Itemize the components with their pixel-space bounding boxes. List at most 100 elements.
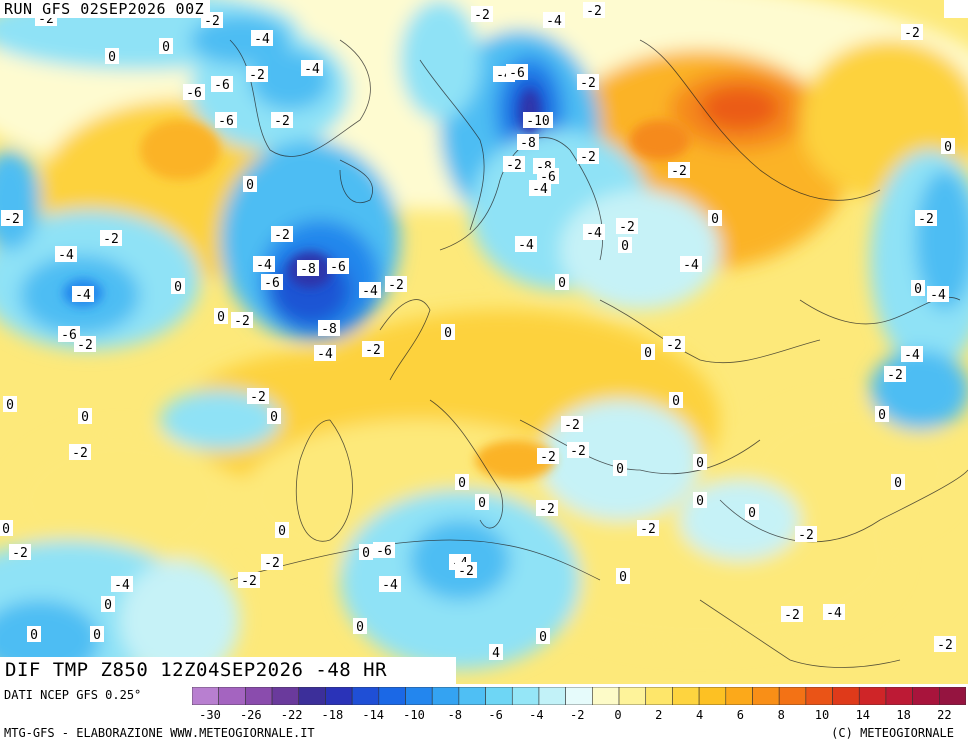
contour-label-text: -4	[532, 182, 548, 197]
contour-label-text: -2	[784, 608, 800, 623]
contour-label-text: -2	[77, 338, 93, 353]
contour-label-text: 0	[539, 630, 547, 645]
contour-label-text: 0	[104, 598, 112, 613]
coastline-segment	[719, 469, 968, 543]
contour-label-text: 0	[621, 239, 629, 254]
temperature-anomaly-map: -2-2-2-4-2-200-2-4-6-4-6-6-2-2-2-4-6-2-1…	[0, 0, 968, 684]
contour-label-box	[934, 636, 956, 652]
contour-label-box	[583, 2, 605, 18]
contour-label-box	[613, 460, 627, 476]
contour-label-box	[261, 554, 283, 570]
contour-label-box	[0, 520, 13, 536]
contour-label: -8	[318, 320, 340, 337]
anomaly-blob	[400, 0, 480, 120]
contour-label: -8	[297, 260, 319, 277]
contour-label: -2	[455, 562, 477, 579]
contour-label-box	[3, 396, 17, 412]
contour-label: -2	[663, 336, 685, 353]
contour-label-box	[884, 366, 906, 382]
contour-label: 0	[105, 48, 119, 65]
contour-label: 0	[90, 626, 104, 643]
contour-label-text: 0	[616, 462, 624, 477]
contour-label: -2	[901, 24, 923, 41]
contour-label-text: -4	[826, 606, 842, 621]
legend-swatch	[378, 687, 406, 705]
contour-label: -6	[215, 112, 237, 129]
contour-label-text: -6	[376, 544, 392, 559]
coastline-segment	[699, 599, 901, 668]
contour-label-text: -2	[904, 26, 920, 41]
contour-label-text: 0	[270, 410, 278, 425]
legend-tick-label: -8	[448, 708, 462, 722]
contour-label-text: 0	[944, 140, 952, 155]
contour-label-box	[911, 280, 925, 296]
contour-label-text: -4	[317, 347, 333, 362]
contour-label-text: -2	[580, 150, 596, 165]
legend-swatch	[778, 687, 807, 705]
legend-swatch	[858, 687, 887, 705]
contour-label-box	[668, 162, 690, 178]
contour-label: -2	[577, 74, 599, 91]
legend-tick-label: -4	[529, 708, 543, 722]
contour-label: -2	[503, 156, 525, 173]
contour-label: -2	[9, 544, 31, 561]
contour-label-text: 0	[93, 628, 101, 643]
contour-label-box	[246, 66, 268, 82]
contour-label: -4	[543, 12, 565, 29]
contour-label-box	[9, 544, 31, 560]
contour-label-text: -4	[58, 248, 74, 263]
legend-swatch	[538, 687, 566, 705]
contour-label: 0	[693, 454, 707, 471]
coastline-segment	[639, 39, 881, 201]
contour-label-text: 0	[478, 496, 486, 511]
legend-swatch	[218, 687, 246, 705]
contour-label: -2	[246, 66, 268, 83]
contour-label-text: 4	[492, 646, 500, 661]
legend-swatch	[431, 687, 460, 705]
contour-label-box	[58, 326, 80, 342]
contour-label-box	[536, 628, 550, 644]
contour-label-box	[523, 112, 553, 128]
contour-label-text: -2	[619, 220, 635, 235]
contour-label-box	[693, 492, 707, 508]
contour-label-box	[359, 544, 373, 560]
contour-label: -4	[529, 180, 551, 197]
contour-label: -4	[253, 256, 275, 273]
contour-label-text: -2	[474, 8, 490, 23]
contour-label-box	[78, 408, 92, 424]
coastline-segment	[599, 299, 821, 364]
contour-label: -2	[1, 210, 23, 227]
contour-label: 0	[78, 408, 92, 425]
legend-swatch	[298, 687, 326, 705]
contour-label-box	[183, 84, 205, 100]
legend-tick-labels: -30-26-22-18-14-10-8-6-4-202468101418223…	[199, 708, 951, 722]
contour-label-text: -6	[218, 114, 234, 129]
credit-left: MTG-GFS - ELABORAZIONE WWW.METEOGIORNALE…	[4, 726, 315, 740]
contour-label: 0	[616, 568, 630, 585]
data-source-label: DATI NCEP GFS 0.25°	[4, 688, 142, 702]
legend-swatch	[245, 687, 273, 705]
contour-label-text: 0	[108, 50, 116, 65]
legend-swatch	[271, 687, 300, 705]
contour-label-box	[353, 618, 367, 634]
contour-label-box	[543, 12, 565, 28]
contour-label-text: -2	[388, 278, 404, 293]
anomaly-blob	[160, 390, 280, 450]
contour-label-text: -2	[539, 502, 555, 517]
contour-label-text: -2	[365, 343, 381, 358]
contour-label: -4	[583, 224, 605, 241]
contour-label-text: -6	[61, 328, 77, 343]
contour-label: -4	[314, 345, 336, 362]
contour-label: 0	[243, 176, 257, 193]
contour-label-text: 0	[696, 456, 704, 471]
contour-label-text: 0	[174, 280, 182, 295]
contour-label-box	[663, 336, 685, 352]
contour-label-text: -4	[304, 62, 320, 77]
contour-label-box	[327, 258, 349, 274]
contour-label: -2	[537, 448, 559, 465]
contour-label: -6	[373, 542, 395, 559]
contour-label: -4	[111, 576, 133, 593]
legend-swatch	[752, 687, 780, 705]
contour-label: -4	[927, 286, 949, 303]
legend-tick-label: 0	[614, 708, 621, 722]
